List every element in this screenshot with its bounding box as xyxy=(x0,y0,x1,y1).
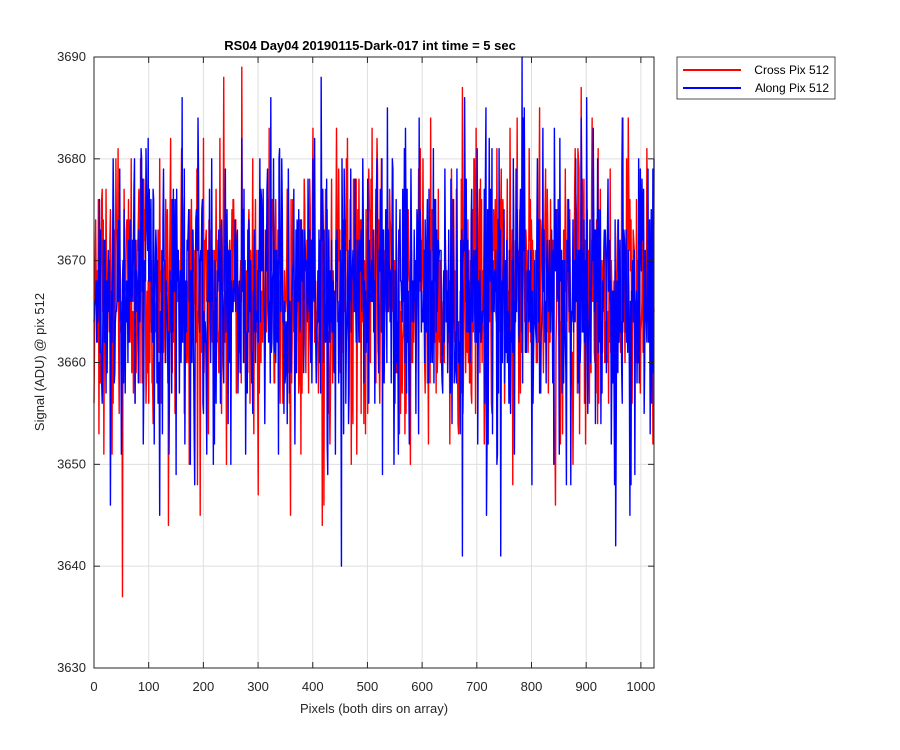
series-layer xyxy=(93,56,655,598)
series-line-cross-pix-512 xyxy=(93,66,655,598)
y-tick-label: 3650 xyxy=(57,456,86,471)
legend-box xyxy=(676,56,836,100)
x-tick-label: 1000 xyxy=(626,679,655,694)
y-tick-label: 3630 xyxy=(57,660,86,675)
legend-label-along: Along Pix 512 xyxy=(755,81,829,95)
x-tick-label: 300 xyxy=(247,679,269,694)
y-tick-label: 3640 xyxy=(57,558,86,573)
legend-label-cross: Cross Pix 512 xyxy=(754,63,829,77)
y-tick-label: 3660 xyxy=(57,355,86,370)
x-tick-label: 400 xyxy=(302,679,324,694)
chart-title: RS04 Day04 20190115-Dark-017 int time = … xyxy=(224,38,516,53)
y-axis-label: Signal (ADU) @ pix 512 xyxy=(32,293,47,431)
x-axis: 0 100 200 300 400 500 600 700 800 900 1000 xyxy=(90,57,655,694)
x-tick-label: 500 xyxy=(357,679,379,694)
x-tick-label: 700 xyxy=(466,679,488,694)
x-tick-label: 900 xyxy=(575,679,597,694)
series-line-along-pix-512 xyxy=(93,56,655,567)
x-tick-label: 600 xyxy=(411,679,433,694)
x-tick-label: 100 xyxy=(138,679,160,694)
x-tick-label: 800 xyxy=(521,679,543,694)
x-tick-label: 0 xyxy=(90,679,97,694)
x-tick-label: 200 xyxy=(193,679,215,694)
legend: Cross Pix 512 Along Pix 512 xyxy=(676,56,836,100)
y-tick-label: 3680 xyxy=(57,151,86,166)
y-tick-label: 3670 xyxy=(57,253,86,268)
x-axis-label: Pixels (both dirs on array) xyxy=(300,701,448,716)
y-tick-label: 3690 xyxy=(57,49,86,64)
y-axis: 3630 3640 3650 3660 3670 3680 3690 xyxy=(57,49,654,675)
